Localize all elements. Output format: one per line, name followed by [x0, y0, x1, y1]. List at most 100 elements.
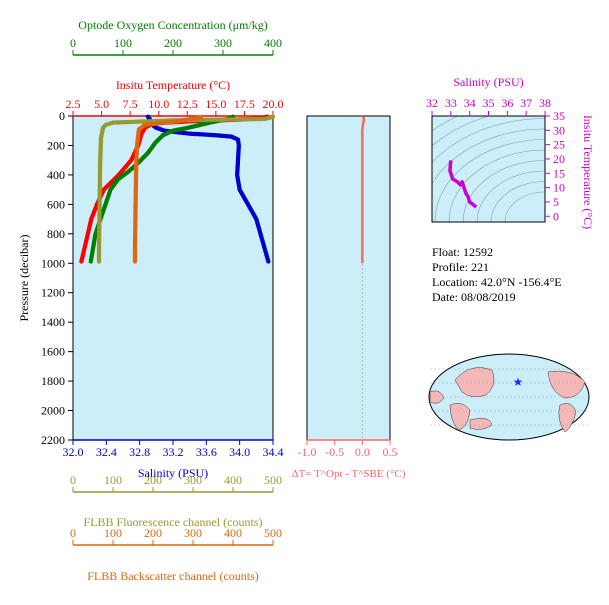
salinity-tick-label: 34.0 [229, 445, 250, 459]
oxygen-tick-label: 100 [114, 36, 132, 50]
pressure-tick-label: 1600 [41, 345, 65, 359]
temperature-tick-label: 10.0 [148, 97, 169, 111]
temperature-tick-label: 7.5 [123, 97, 138, 111]
location-value: 42.0°N -156.4°E [480, 275, 562, 289]
backscatter-tick-label: 200 [144, 526, 162, 540]
pressure-tick-label: 800 [47, 227, 65, 241]
ts-salinity-tick-label: 36 [501, 96, 513, 110]
density-contour [490, 181, 545, 222]
backscatter-point [132, 259, 138, 264]
date-value: 08/08/2019 [461, 290, 516, 304]
profile-label: Profile: [432, 260, 468, 274]
delta-t-plot-area [306, 115, 391, 441]
profile-value: 221 [471, 260, 489, 274]
salinity-axis-label: Salinity (PSU) [138, 466, 208, 480]
temperature-point [79, 259, 84, 264]
oxygen-tick-label: 0 [70, 36, 76, 50]
pressure-axis-label: Pressure (decibar) [17, 235, 31, 322]
map-landmass [449, 403, 471, 431]
temperature-tick-label: 17.5 [234, 97, 255, 111]
backscatter-axis-label: FLBB Backscatter channel (counts) [87, 569, 259, 583]
pressure-tick-label: 0 [59, 109, 65, 123]
pressure-tick-label: 600 [47, 197, 65, 211]
fluorescence-point [96, 259, 102, 264]
density-contour [432, 116, 491, 147]
delta-t-tick-label: -1.0 [298, 445, 317, 459]
pressure-tick-label: 1800 [41, 374, 65, 388]
ts-density-contours [432, 116, 545, 222]
pressure-tick-label: 2200 [41, 433, 65, 447]
salinity-tick-label: 34.4 [263, 445, 284, 459]
ts-salinity-tick-label: 32 [426, 96, 438, 110]
oxygen-axis-label: Optode Oxygen Concentration (μm/kg) [78, 18, 267, 32]
density-contour [504, 191, 545, 222]
density-contour [434, 139, 545, 222]
ts-salinity-tick-label: 37 [520, 96, 532, 110]
salinity-tick-label: 32.8 [129, 445, 150, 459]
oxygen-point [88, 259, 94, 264]
temperature-tick-label: 2.5 [66, 97, 81, 111]
density-contour [462, 160, 545, 222]
delta-t-tick-label: 0.0 [355, 445, 370, 459]
pressure-tick-label: 1400 [41, 315, 65, 329]
density-contour [448, 149, 545, 222]
temperature-axis-label: Insitu Temperature (°C) [116, 78, 230, 92]
ts-profile-line [448, 160, 478, 209]
salinity-point [266, 259, 271, 264]
pressure-tick-label: 2000 [41, 404, 65, 418]
ts-temperature-tick-label: 20 [553, 152, 565, 166]
map-landmass [429, 390, 445, 404]
float-value: 12592 [463, 245, 494, 259]
date-label: Date: [432, 290, 458, 304]
temperature-tick-label: 12.5 [177, 97, 198, 111]
world-map [428, 353, 590, 441]
fluorescence-tick-label: 200 [144, 473, 162, 487]
backscatter-tick-label: 300 [184, 526, 202, 540]
float-location-star: ★ [513, 375, 524, 389]
ts-temperature-axis-label: Insitu Temperature (°C) [581, 115, 595, 229]
temperature-tick-label: 20.0 [263, 97, 284, 111]
ts-temperature-tick-label: 30 [553, 123, 565, 137]
map-landmass [547, 370, 586, 399]
profile-plot-area [72, 115, 274, 441]
pressure-tick-label: 1000 [41, 256, 65, 270]
fluorescence-tick-label: 0 [70, 473, 76, 487]
ts-salinity-tick-label: 35 [483, 96, 495, 110]
ts-temperature-tick-label: 25 [553, 138, 565, 152]
float-label: Float: [432, 245, 461, 259]
ts-temperature-tick-label: 5 [553, 195, 559, 209]
backscatter-tick-label: 500 [264, 526, 282, 540]
density-contour [432, 118, 545, 164]
ts-temperature-tick-label: 10 [553, 181, 565, 195]
ts-temperature-tick-label: 35 [553, 109, 565, 123]
backscatter-tick-label: 400 [224, 526, 242, 540]
density-contour [476, 170, 545, 222]
map-landmass [454, 367, 495, 398]
fluorescence-tick-label: 300 [184, 473, 202, 487]
ts-salinity-axis-label: Salinity (PSU) [453, 75, 523, 89]
fluorescence-tick-label: 400 [224, 473, 242, 487]
fluorescence-tick-label: 500 [264, 473, 282, 487]
fluorescence-axis-label: FLBB Fluorescence channel (counts) [84, 515, 263, 529]
delta-t-line [361, 116, 366, 264]
pressure-tick-label: 400 [47, 168, 65, 182]
salinity-tick-label: 32.4 [96, 445, 117, 459]
temperature-tick-label: 5.0 [94, 97, 109, 111]
backscatter-tick-label: 0 [70, 526, 76, 540]
ts-temperature-tick-label: 15 [553, 166, 565, 180]
delta-t-tick-label: 0.5 [383, 445, 398, 459]
ts-salinity-tick-label: 33 [445, 96, 457, 110]
salinity-tick-label: 33.2 [163, 445, 184, 459]
ts-temperature-tick-label: 0 [553, 209, 559, 223]
ts-salinity-tick-label: 38 [539, 96, 551, 110]
pressure-tick-label: 1200 [41, 286, 65, 300]
float-info: Float: 12592 Profile: 221 Location: 42.0… [432, 245, 562, 305]
location-label: Location: [432, 275, 478, 289]
temperature-tick-label: 15.0 [205, 97, 226, 111]
backscatter-tick-label: 100 [104, 526, 122, 540]
delta-t-tick-label: -0.5 [325, 445, 344, 459]
salinity-tick-label: 32.0 [63, 445, 84, 459]
pressure-tick-label: 200 [47, 138, 65, 152]
ts-salinity-tick-label: 34 [464, 96, 476, 110]
